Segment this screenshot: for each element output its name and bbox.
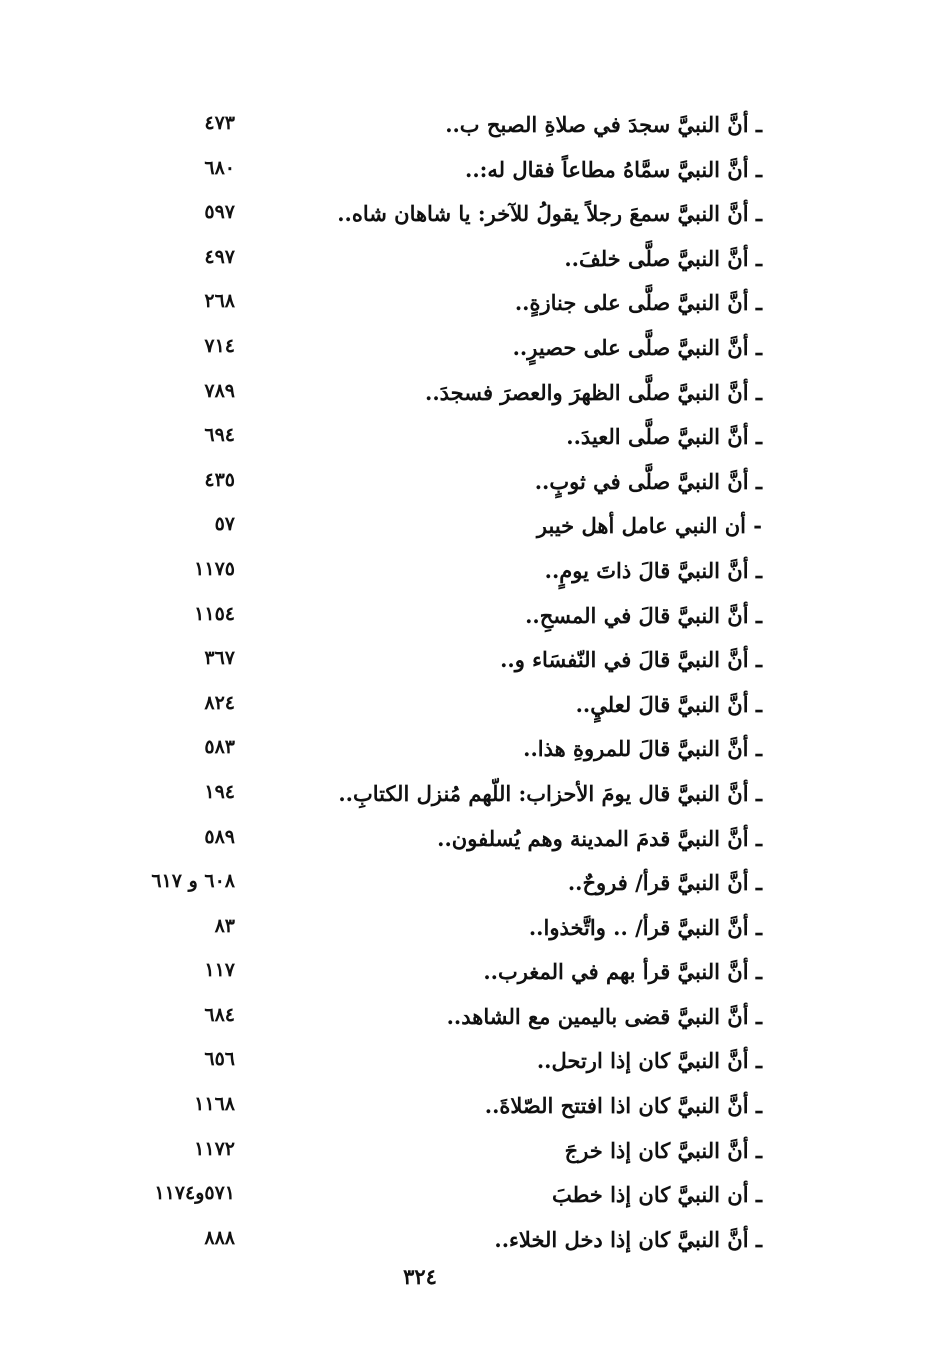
entry-page-reference: ٦٨٤	[204, 1003, 235, 1026]
entry-page-reference: ٤٣٥	[204, 468, 235, 491]
entry-page-reference: ٨٢٤	[204, 691, 235, 714]
entry-text: - أن النبي عامل أهل خيبر	[536, 513, 762, 539]
entry-page-reference: ٦٥٦	[204, 1048, 235, 1071]
index-entry: ـ أنَّ النبيَّ صلَّى العيدَ.. ٦٩٤	[0, 420, 940, 465]
index-entry: ـ أنَّ النبيَّ سجدَ في صلاةِ الصبح ب.. ٤٧…	[0, 108, 940, 153]
entry-page-reference: ٥٨٣	[204, 736, 235, 759]
index-entry: ـ أنَّ النبيَّ قضى باليمين مع الشاهد.. ٦٨…	[0, 1000, 940, 1045]
entry-text: ـ أنَّ النبيَّ كان اذا افتتح الصّلاةَ..	[484, 1093, 762, 1119]
index-entry: ـ أنَّ النبيَّ قالَ في المسحِ.. ١١٥٤	[0, 599, 940, 644]
index-entry: ـ أنَّ النبيَّ قالَ ذاتَ يومٍ.. ١١٧٥	[0, 554, 940, 599]
entry-text: ـ أنَّ النبيَّ صلَّى الظهرَ والعصرَ فسجد…	[425, 379, 762, 405]
entry-page-reference: ٣٦٧	[204, 647, 235, 670]
index-list: ـ أنَّ النبيَّ سجدَ في صلاةِ الصبح ب.. ٤٧…	[0, 108, 940, 1267]
entry-text: ـ أنَّ النبيَّ كان إذا دخل الخلاء..	[494, 1226, 762, 1252]
index-entry: ـ أنَّ النبيَّ صلَّى على حصيرٍ.. ٧١٤	[0, 331, 940, 376]
entry-page-reference: ٧٨٩	[204, 379, 235, 402]
entry-text: ـ أنَّ النبيَّ قال يومَ الأحزاب: اللّهم …	[338, 780, 762, 806]
index-entry: ـ أنَّ النبيَّ قدمَ المدينة وهم يُسلفون.…	[0, 822, 940, 867]
entry-page-reference: ١١٦٨	[194, 1093, 235, 1116]
index-entry: ـ أنَّ النبيَّ كان إذا خرجَ ١١٧٢	[0, 1134, 940, 1179]
entry-text: ـ أنَّ النبيَّ قرأ/ .. واتَّخذوا..	[528, 914, 762, 940]
entry-text: ـ أنَّ النبيَّ صلَّى على جنازةٍ..	[514, 290, 762, 316]
entry-page-reference: ٢٦٨	[204, 290, 235, 313]
entry-page-reference: ٨٣	[214, 914, 235, 937]
entry-page-reference: ١٩٤	[204, 780, 235, 803]
entry-text: ـ أنَّ النبيَّ صلَّى خلفَ..	[564, 245, 762, 271]
entry-text: ـ أنَّ النبيَّ قدمَ المدينة وهم يُسلفون.…	[437, 825, 762, 851]
index-entry: ـ أنَّ النبيَّ سمَّاهُ مطاعاً فقال له:..…	[0, 153, 940, 198]
entry-text: ـ أنَّ النبيَّ قالَ لعليٍ..	[575, 691, 762, 717]
entry-page-reference: ٦٩٤	[204, 424, 235, 447]
entry-text: ـ أنَّ النبيَّ كان إذا خرجَ	[564, 1137, 762, 1163]
entry-page-reference: ١١٧٢	[194, 1137, 235, 1160]
index-entry: ـ أنَّ النبيَّ كان إذا دخل الخلاء.. ٨٨٨	[0, 1223, 940, 1268]
entry-text: ـ أنَّ النبيَّ صلَّى على حصيرٍ..	[512, 334, 762, 360]
entry-text: ـ أنَّ النبيَّ قالَ ذاتَ يومٍ..	[544, 557, 762, 583]
index-entry: ـ أنَّ النبيَّ صلَّى الظهرَ والعصرَ فسجد…	[0, 376, 940, 421]
index-entry: ـ أنَّ النبيَّ قالَ في النّفسَاء و.. ٣٦٧	[0, 643, 940, 688]
index-entry: ـ أنَّ النبيَّ قال يومَ الأحزاب: اللّهم …	[0, 777, 940, 822]
entry-page-reference: ٥٧١و١١٧٤	[154, 1182, 235, 1205]
index-entry: ـ أنَّ النبيَّ قرأ بهم في المغرب.. ١١٧	[0, 955, 940, 1000]
entry-page-reference: ١١٥٤	[194, 602, 235, 625]
entry-text: ـ أنَّ النبيَّ قالَ للمروةِ هذا..	[523, 736, 762, 762]
index-entry: ـ أنَّ النبيَّ صلَّى خلفَ.. ٤٩٧	[0, 242, 940, 287]
entry-text: ـ أنَّ النبيَّ قرأ/ فروحٌ..	[567, 870, 762, 896]
entry-page-reference: ٦٠٨ و ٦١٧	[151, 870, 235, 893]
entry-text: ـ أنَّ النبيَّ قضى باليمين مع الشاهد..	[446, 1003, 762, 1029]
index-entry: ـ أنَّ النبيَّ قالَ للمروةِ هذا.. ٥٨٣	[0, 732, 940, 777]
index-entry: ـ أنَّ النبيَّ صلَّى في ثوبٍ.. ٤٣٥	[0, 465, 940, 510]
index-entry: ـ أنَّ النبيَّ صلَّى على جنازةٍ.. ٢٦٨	[0, 286, 940, 331]
index-entry: ـ أنَّ النبيَّ كان إذا ارتحل.. ٦٥٦	[0, 1044, 940, 1089]
entry-page-reference: ٥٧	[214, 513, 235, 536]
entry-page-reference: ١١٧	[204, 959, 235, 982]
entry-text: ـ أنَّ النبيَّ صلَّى في ثوبٍ..	[534, 468, 762, 494]
index-entry: ـ أن النبيَّ كان إذا خطبَ ٥٧١و١١٧٤	[0, 1178, 940, 1223]
entry-page-reference: ٥٨٩	[204, 825, 235, 848]
entry-page-reference: ٤٩٧	[204, 245, 235, 268]
index-entry: ـ أنَّ النبيَّ كان اذا افتتح الصّلاةَ.. ١…	[0, 1089, 940, 1134]
index-entry: ـ أنَّ النبيَّ قرأ/ فروحٌ.. ٦٠٨ و ٦١٧	[0, 866, 940, 911]
entry-text: ـ أنَّ النبيَّ سمَّاهُ مطاعاً فقال له:..	[465, 156, 762, 182]
entry-text: ـ أن النبيَّ كان إذا خطبَ	[551, 1182, 762, 1208]
entry-text: ـ أنَّ النبيَّ قرأ بهم في المغرب..	[483, 959, 762, 985]
page-number: ٣٢٤	[403, 1264, 437, 1289]
index-entry: - أن النبي عامل أهل خيبر ٥٧	[0, 509, 940, 554]
entry-page-reference: ٨٨٨	[204, 1226, 235, 1249]
index-entry: ـ أنَّ النبيَّ سمعَ رجلاً يقولُ للآخر: ي…	[0, 197, 940, 242]
entry-text: ـ أنَّ النبيَّ قالَ في المسحِ..	[525, 602, 762, 628]
entry-text: ـ أنَّ النبيَّ صلَّى العيدَ..	[566, 424, 762, 450]
entry-text: ـ أنَّ النبيَّ سمعَ رجلاً يقولُ للآخر: ي…	[337, 201, 762, 227]
index-entry: ـ أنَّ النبيَّ قالَ لعليٍ.. ٨٢٤	[0, 688, 940, 733]
entry-page-reference: ٤٧٣	[204, 112, 235, 134]
entry-page-reference: ٥٩٧	[204, 201, 235, 224]
entry-text: ـ أنَّ النبيَّ قالَ في النّفسَاء و..	[500, 647, 762, 673]
index-entry: ـ أنَّ النبيَّ قرأ/ .. واتَّخذوا.. ٨٣	[0, 911, 940, 956]
entry-page-reference: ٦٨٠	[204, 156, 235, 179]
entry-page-reference: ٧١٤	[204, 334, 235, 357]
entry-text: ـ أنَّ النبيَّ كان إذا ارتحل..	[536, 1048, 762, 1074]
entry-text: ـ أنَّ النبيَّ سجدَ في صلاةِ الصبح ب..	[445, 112, 762, 137]
entry-page-reference: ١١٧٥	[194, 557, 235, 580]
